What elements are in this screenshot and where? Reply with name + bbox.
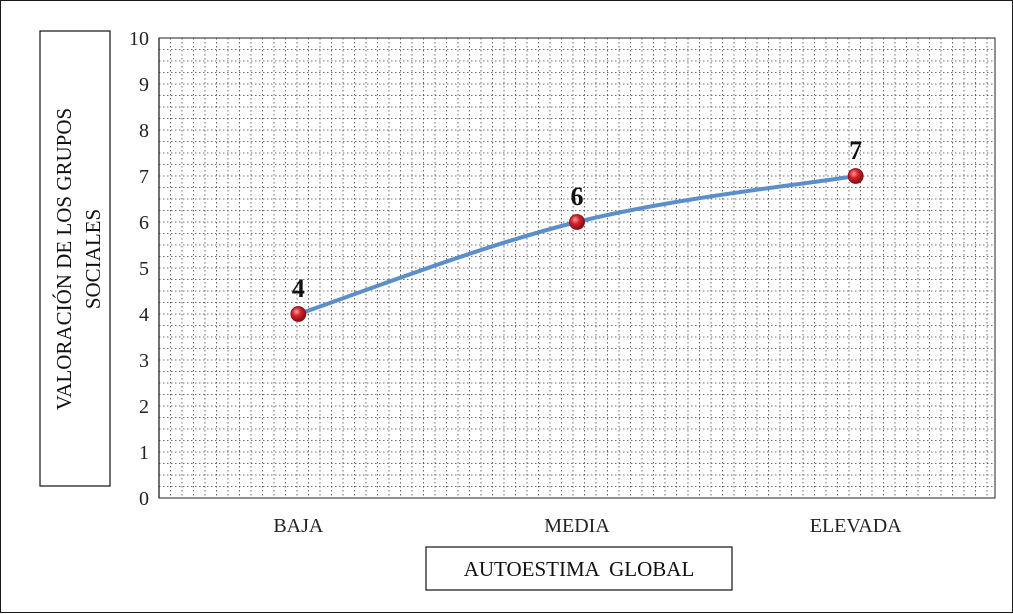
y-tick-label: 9 — [139, 74, 149, 96]
y-axis-title: VALORACIÓN DE LOS GRUPOS SOCIALES — [39, 30, 111, 487]
grid — [158, 37, 995, 499]
y-tick-label: 2 — [139, 396, 149, 418]
x-tick-labels: BAJA MEDIA ELEVADA — [273, 515, 902, 537]
x-axis-title-text: AUTOESTIMA GLOBAL — [464, 557, 695, 581]
y-tick-label: 7 — [139, 166, 149, 188]
data-point-marker — [847, 168, 864, 184]
x-tick-label: ELEVADA — [810, 515, 902, 537]
data-label: 6 — [571, 182, 584, 211]
y-tick-label: 0 — [139, 488, 149, 510]
data-label: 4 — [292, 274, 305, 303]
y-tick-label: 10 — [129, 28, 149, 50]
x-tick-label: BAJA — [273, 515, 324, 537]
x-axis-title-box — [425, 546, 733, 591]
x-axis-title: AUTOESTIMA GLOBAL — [425, 546, 733, 591]
markers — [290, 168, 864, 322]
y-axis-title-box — [39, 30, 111, 487]
data-label: 7 — [849, 136, 862, 165]
data-point-marker — [290, 306, 307, 322]
y-tick-label: 5 — [139, 258, 149, 280]
y-tick-label: 3 — [139, 350, 149, 372]
axes — [158, 37, 996, 499]
y-tick-label: 8 — [139, 120, 149, 142]
x-tick-label: MEDIA — [544, 515, 610, 537]
y-axis-title-line-2: SOCIALES — [81, 209, 105, 309]
data-point-marker — [569, 214, 585, 230]
y-tick-label: 6 — [139, 212, 149, 234]
y-tick-labels: 0 1 2 3 4 5 6 7 8 9 10 — [129, 28, 149, 510]
y-tick-label: 4 — [139, 304, 149, 326]
data-labels: 4 6 7 — [292, 136, 862, 303]
y-tick-label: 1 — [139, 442, 149, 464]
y-axis-title-line-1: VALORACIÓN DE LOS GRUPOS — [52, 108, 76, 410]
